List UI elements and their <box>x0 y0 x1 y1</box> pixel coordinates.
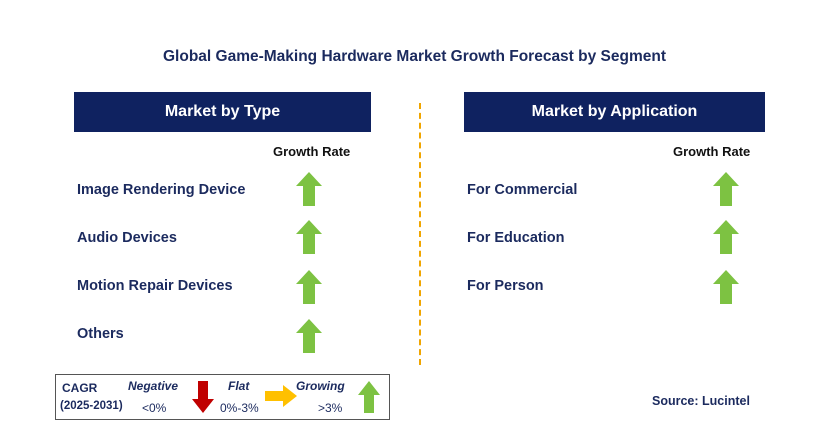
legend-period: (2025-2031) <box>60 400 123 412</box>
left-growth-rate-label: Growth Rate <box>273 144 351 159</box>
application-item-label: For Person <box>467 278 544 294</box>
application-item-label: For Commercial <box>467 182 578 198</box>
growing-arrow-up-icon <box>296 319 322 353</box>
page-title: Global Game-Making Hardware Market Growt… <box>162 48 667 65</box>
growing-arrow-up-icon <box>713 220 739 254</box>
growing-arrow-up-icon <box>296 220 322 254</box>
type-item-label: Image Rendering Device <box>77 182 246 198</box>
growing-arrow-up-icon <box>713 172 739 206</box>
type-item-label: Others <box>77 326 124 342</box>
arrow-right-icon <box>265 385 297 407</box>
legend-growing-label: Growing <box>296 379 345 393</box>
legend-cagr: CAGR <box>62 381 98 395</box>
growing-arrow-up-icon <box>713 270 739 304</box>
growing-arrow-up-icon <box>296 172 322 206</box>
application-item-label: For Education <box>467 230 565 246</box>
arrow-down-icon <box>192 381 214 413</box>
market-by-application-header: Market by Application <box>464 92 765 132</box>
legend-flat-range: 0%-3% <box>220 401 259 415</box>
market-by-type-header: Market by Type <box>74 92 371 132</box>
type-item-label: Motion Repair Devices <box>77 278 233 294</box>
legend-growing-range: >3% <box>318 401 343 415</box>
legend-negative-label: Negative <box>128 379 179 393</box>
growing-arrow-up-icon <box>296 270 322 304</box>
legend-flat-label: Flat <box>228 379 250 393</box>
cagr-legend: CAGR (2025-2031) Negative <0% Flat 0%-3%… <box>55 374 390 420</box>
type-item-label: Audio Devices <box>77 230 177 246</box>
arrow-up-icon <box>358 381 380 413</box>
right-growth-rate-label: Growth Rate <box>673 144 751 159</box>
panel-divider <box>419 103 421 365</box>
source-note: Source: Lucintel <box>652 394 750 408</box>
legend-negative-range: <0% <box>142 401 167 415</box>
